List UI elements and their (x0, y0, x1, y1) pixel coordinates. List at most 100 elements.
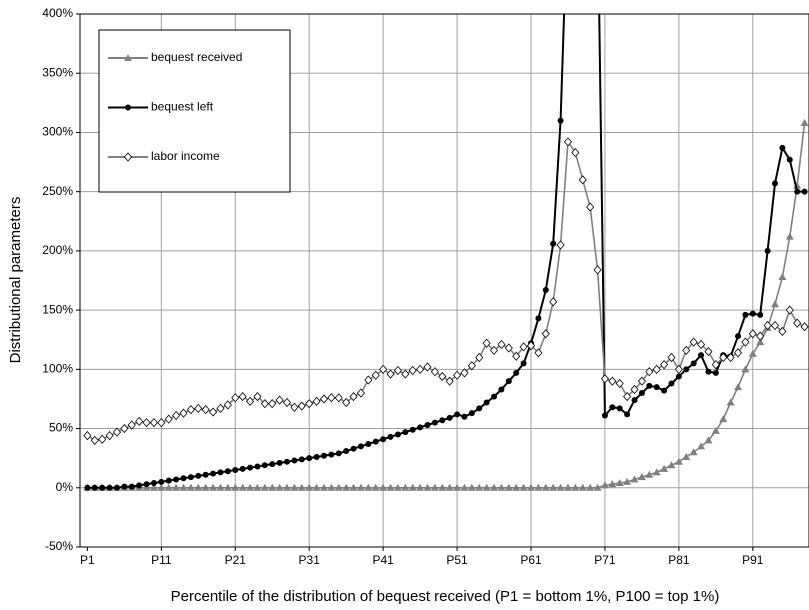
marker (608, 376, 617, 386)
y-axis-title: Distributional parameters (7, 197, 24, 364)
marker (711, 426, 720, 434)
marker (785, 232, 794, 240)
marker (535, 315, 542, 322)
marker (201, 483, 210, 491)
marker (742, 311, 749, 318)
marker (637, 376, 646, 386)
marker (645, 367, 654, 377)
marker (482, 338, 491, 348)
plot-frame (79, 13, 809, 548)
marker (512, 483, 521, 491)
marker (778, 272, 787, 280)
marker (534, 348, 543, 358)
marker (661, 387, 668, 394)
marker (689, 448, 698, 456)
marker (402, 429, 409, 436)
marker (291, 457, 298, 464)
legend-label: labor income (151, 149, 220, 163)
marker (261, 462, 268, 469)
marker (187, 474, 194, 481)
marker (393, 365, 402, 376)
marker (556, 240, 565, 250)
marker (438, 483, 447, 491)
marker (475, 483, 484, 491)
marker (157, 483, 166, 491)
marker (504, 483, 513, 491)
marker (460, 483, 469, 491)
y-tick-label: -50% (45, 539, 73, 553)
marker (623, 391, 632, 402)
marker (328, 451, 335, 458)
marker (380, 436, 387, 443)
marker (113, 484, 120, 491)
y-tick-label: 250% (42, 184, 73, 198)
marker (372, 438, 379, 445)
marker (609, 404, 616, 411)
marker (556, 483, 565, 491)
marker (586, 202, 595, 212)
marker (386, 483, 395, 491)
plot-area (83, 14, 809, 491)
marker (445, 483, 454, 491)
marker (733, 348, 743, 358)
marker (800, 322, 809, 332)
x-tick-label: P71 (594, 553, 616, 567)
marker (638, 390, 645, 397)
marker (127, 420, 136, 430)
marker (483, 399, 490, 406)
x-tick-label: P1 (80, 553, 95, 567)
marker (173, 476, 180, 483)
marker (453, 483, 462, 491)
marker (297, 483, 306, 491)
marker (298, 456, 305, 463)
marker (164, 483, 173, 491)
marker (571, 483, 580, 491)
marker (253, 483, 262, 491)
marker (453, 370, 462, 380)
marker (757, 311, 764, 318)
marker (690, 360, 697, 367)
marker (343, 448, 350, 455)
marker (121, 483, 128, 490)
marker (260, 399, 269, 409)
marker (342, 483, 351, 491)
marker (653, 384, 660, 391)
marker (660, 464, 669, 472)
marker (356, 388, 365, 398)
marker (319, 483, 328, 491)
marker (756, 331, 765, 341)
marker (305, 399, 314, 409)
marker (600, 374, 609, 384)
marker (726, 398, 735, 406)
marker (423, 483, 432, 491)
marker (232, 467, 239, 474)
marker (342, 397, 351, 408)
marker (631, 397, 638, 404)
marker (563, 137, 573, 147)
marker (698, 352, 705, 359)
marker (136, 482, 143, 489)
marker (697, 339, 706, 350)
marker (269, 461, 276, 468)
marker (149, 483, 158, 491)
marker (712, 369, 719, 376)
marker (616, 405, 623, 412)
marker (652, 364, 661, 374)
marker (549, 483, 558, 491)
marker (350, 445, 357, 452)
marker (667, 352, 676, 363)
marker (260, 483, 269, 491)
marker (541, 483, 550, 491)
marker (593, 265, 602, 275)
marker (142, 418, 151, 428)
marker (306, 455, 313, 462)
marker (763, 320, 772, 331)
marker (202, 471, 209, 478)
marker (726, 352, 735, 363)
marker (674, 457, 683, 465)
marker (143, 481, 150, 488)
marker (630, 475, 639, 483)
marker (319, 394, 329, 404)
marker (771, 180, 778, 187)
marker (534, 483, 543, 491)
